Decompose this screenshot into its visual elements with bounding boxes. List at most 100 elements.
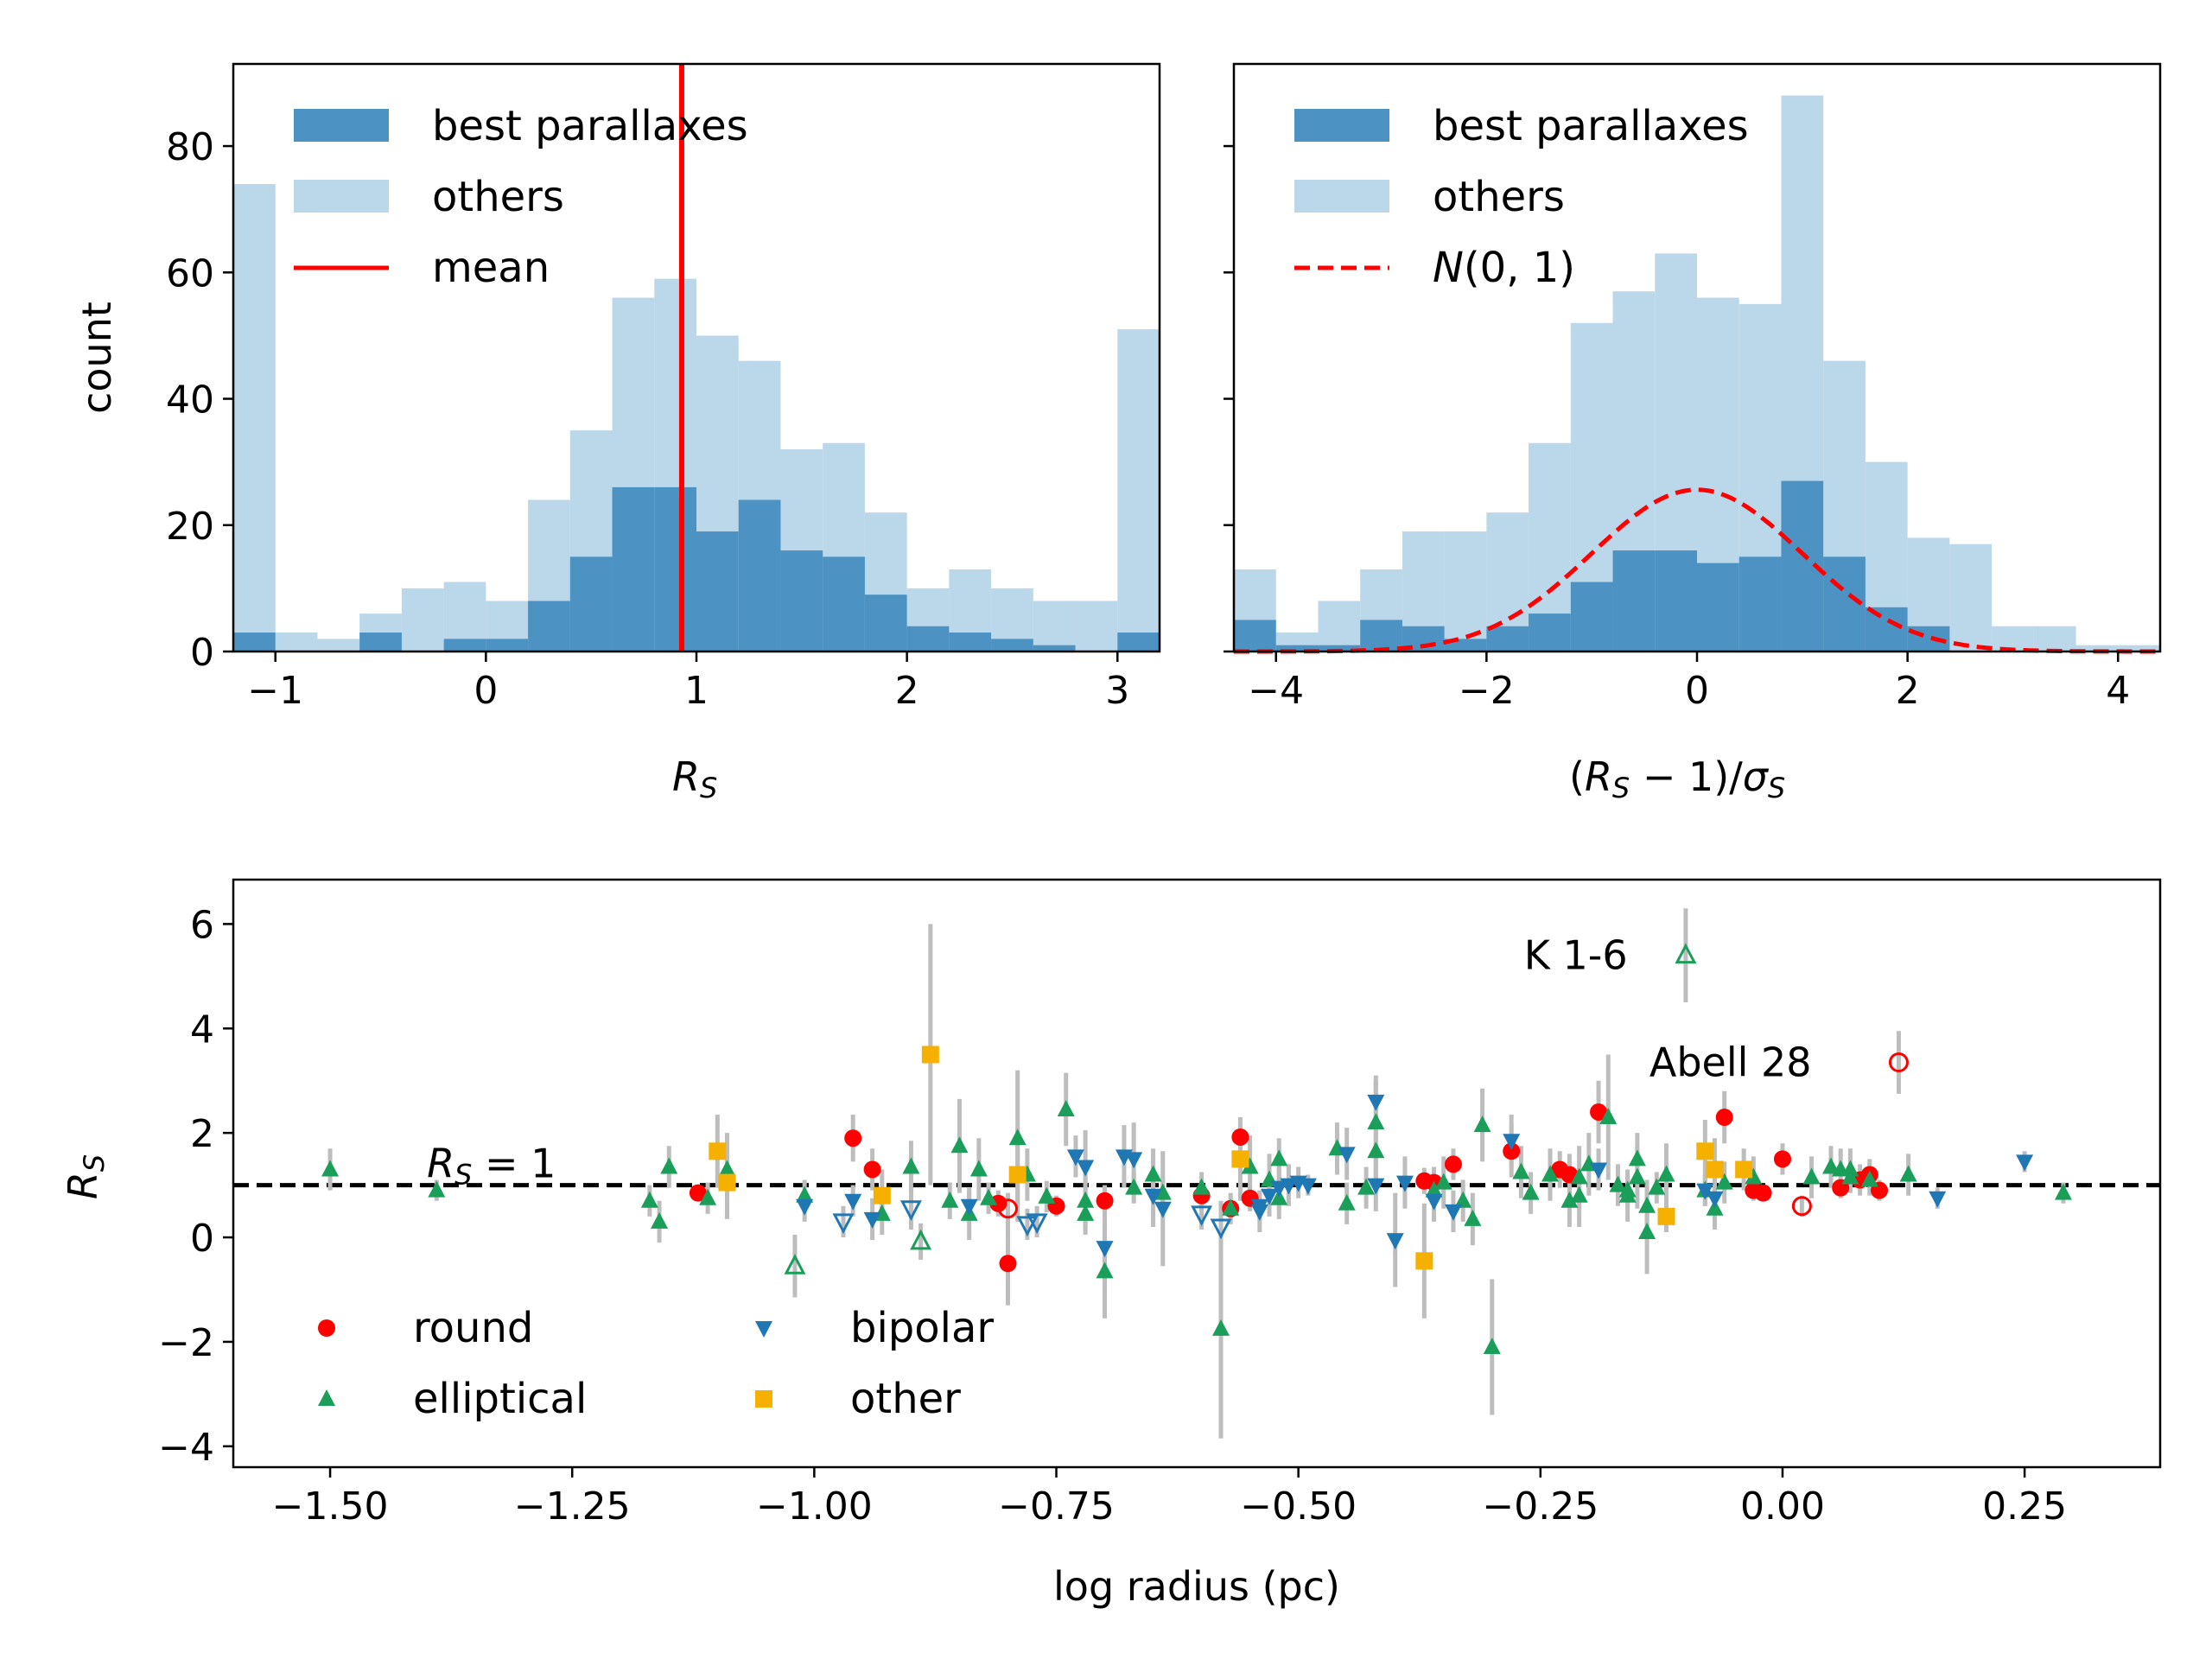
elliptical-point xyxy=(1434,1173,1452,1190)
hist2-bar xyxy=(1318,601,1361,652)
hist1-bar xyxy=(233,183,276,652)
hist1-xtick-label: 0 xyxy=(474,669,498,713)
round-point xyxy=(999,1255,1017,1273)
elliptical-point xyxy=(1541,1165,1560,1182)
elliptical-point xyxy=(1077,1204,1095,1221)
round-point xyxy=(1444,1155,1462,1173)
hist1-bar xyxy=(864,594,907,652)
hist1-bar xyxy=(1033,601,1076,652)
bipolar-point xyxy=(2016,1154,2034,1172)
other-point xyxy=(1231,1150,1249,1168)
hist2-bar xyxy=(1529,613,1571,652)
bipolar-point xyxy=(1395,1175,1414,1192)
elliptical-point xyxy=(784,1254,806,1274)
elliptical-point xyxy=(428,1180,446,1198)
hist1-ytick-label: 20 xyxy=(166,505,214,549)
hist2-bar xyxy=(2118,645,2160,652)
elliptical-point xyxy=(1599,1108,1618,1125)
hist1-bar xyxy=(949,632,992,652)
elliptical-point xyxy=(1657,1165,1675,1182)
scatter-xtick-label: 0.00 xyxy=(1740,1484,1825,1529)
scatter-series-other xyxy=(709,1046,1753,1270)
hist2-bar xyxy=(1738,556,1782,652)
hist2-bar xyxy=(1234,620,1276,652)
hist1-xtick-label: 2 xyxy=(895,669,919,713)
bipolar-point xyxy=(1154,1201,1172,1218)
elliptical-point xyxy=(1618,1180,1637,1198)
elliptical-point xyxy=(1425,1180,1443,1198)
hist2-bar xyxy=(1275,645,1319,652)
round-point xyxy=(1754,1184,1772,1202)
elliptical-point xyxy=(1638,1196,1656,1213)
hist2-bar xyxy=(1697,563,1739,652)
bipolar-point xyxy=(1096,1241,1114,1258)
scatter-frame xyxy=(232,878,2162,1469)
elliptical-point xyxy=(1570,1185,1588,1203)
bipolar-point xyxy=(1299,1178,1317,1195)
hist2-xtick-label: −4 xyxy=(1248,669,1304,713)
other-point xyxy=(1415,1252,1433,1270)
scatter-legend-marker xyxy=(318,1389,335,1406)
scatter-ytick-label: −4 xyxy=(158,1426,214,1470)
hist1-bar xyxy=(317,639,360,652)
bipolar-point xyxy=(1338,1147,1356,1164)
elliptical-point xyxy=(2054,1183,2072,1200)
hist2-legend-label: others xyxy=(1433,173,1565,221)
elliptical-point xyxy=(1367,1113,1385,1130)
scatter-legend-marker xyxy=(755,1321,772,1338)
elliptical-point xyxy=(1675,943,1697,964)
other-point xyxy=(1696,1142,1714,1160)
scatter-ytick-label: −2 xyxy=(158,1321,214,1365)
elliptical-point xyxy=(910,1229,932,1250)
elliptical-point xyxy=(1628,1167,1646,1185)
hist1-xtick-label: 1 xyxy=(684,669,709,713)
hist1-bar xyxy=(823,556,865,652)
scatter-xtick-label: −1.25 xyxy=(514,1484,631,1529)
other-point xyxy=(873,1186,891,1205)
scatter-series-elliptical xyxy=(321,943,2072,1354)
hist1-ytick-label: 80 xyxy=(166,125,214,169)
hist1-axes: −1 0 1 2 3 0 20 40 60 80 best parallaxes others mean xyxy=(166,62,1161,713)
bipolar-point xyxy=(1367,1178,1385,1195)
hist1-legend-label: best parallaxes xyxy=(432,102,748,150)
elliptical-point xyxy=(1367,1141,1385,1159)
bipolar-point xyxy=(1210,1218,1232,1240)
elliptical-point xyxy=(1628,1149,1646,1166)
hist1-ytick-label: 0 xyxy=(190,631,214,675)
elliptical-point xyxy=(1522,1183,1540,1200)
hist1-bar xyxy=(991,639,1033,652)
round-point xyxy=(997,1198,1018,1219)
elliptical-point xyxy=(1125,1178,1143,1195)
round-point xyxy=(1888,1052,1909,1073)
scatter-xtick-label: −1.00 xyxy=(756,1484,873,1529)
hist1-bar xyxy=(654,486,696,652)
elliptical-point xyxy=(969,1160,988,1177)
scatter-xtick-label: −0.75 xyxy=(998,1484,1115,1529)
bipolar-point xyxy=(1425,1193,1443,1211)
bipolar-point xyxy=(1444,1204,1462,1221)
elliptical-point xyxy=(1860,1170,1878,1187)
hist1-series-best-parallaxes xyxy=(233,486,1160,652)
scatter-legend-label: elliptical xyxy=(413,1375,587,1423)
hist1-xlabel: RS xyxy=(672,753,717,804)
scatter-annotation: Abell 28 xyxy=(1649,1039,1812,1086)
hist1-legend-label: mean xyxy=(432,244,550,292)
elliptical-point xyxy=(1057,1099,1075,1116)
hist1-bar xyxy=(401,588,444,652)
hist1-bar xyxy=(528,601,570,652)
hist1-bar xyxy=(275,632,318,652)
scatter-xtick-label: −0.50 xyxy=(1240,1484,1357,1529)
scatter-ytick-label: 4 xyxy=(190,1007,214,1052)
scatter-ytick-label: 2 xyxy=(190,1112,214,1156)
bipolar-point xyxy=(1503,1134,1521,1151)
bipolar-point xyxy=(1706,1191,1724,1208)
hist2-xtick-label: 4 xyxy=(2106,669,2130,713)
hist1-ytick-label: 60 xyxy=(166,251,214,296)
round-point xyxy=(1231,1128,1249,1146)
hist2-bar xyxy=(1655,550,1697,652)
round-point xyxy=(1590,1103,1608,1121)
hist1-bar xyxy=(696,531,739,652)
bipolar-point xyxy=(1280,1178,1298,1195)
elliptical-point xyxy=(1715,1173,1733,1190)
